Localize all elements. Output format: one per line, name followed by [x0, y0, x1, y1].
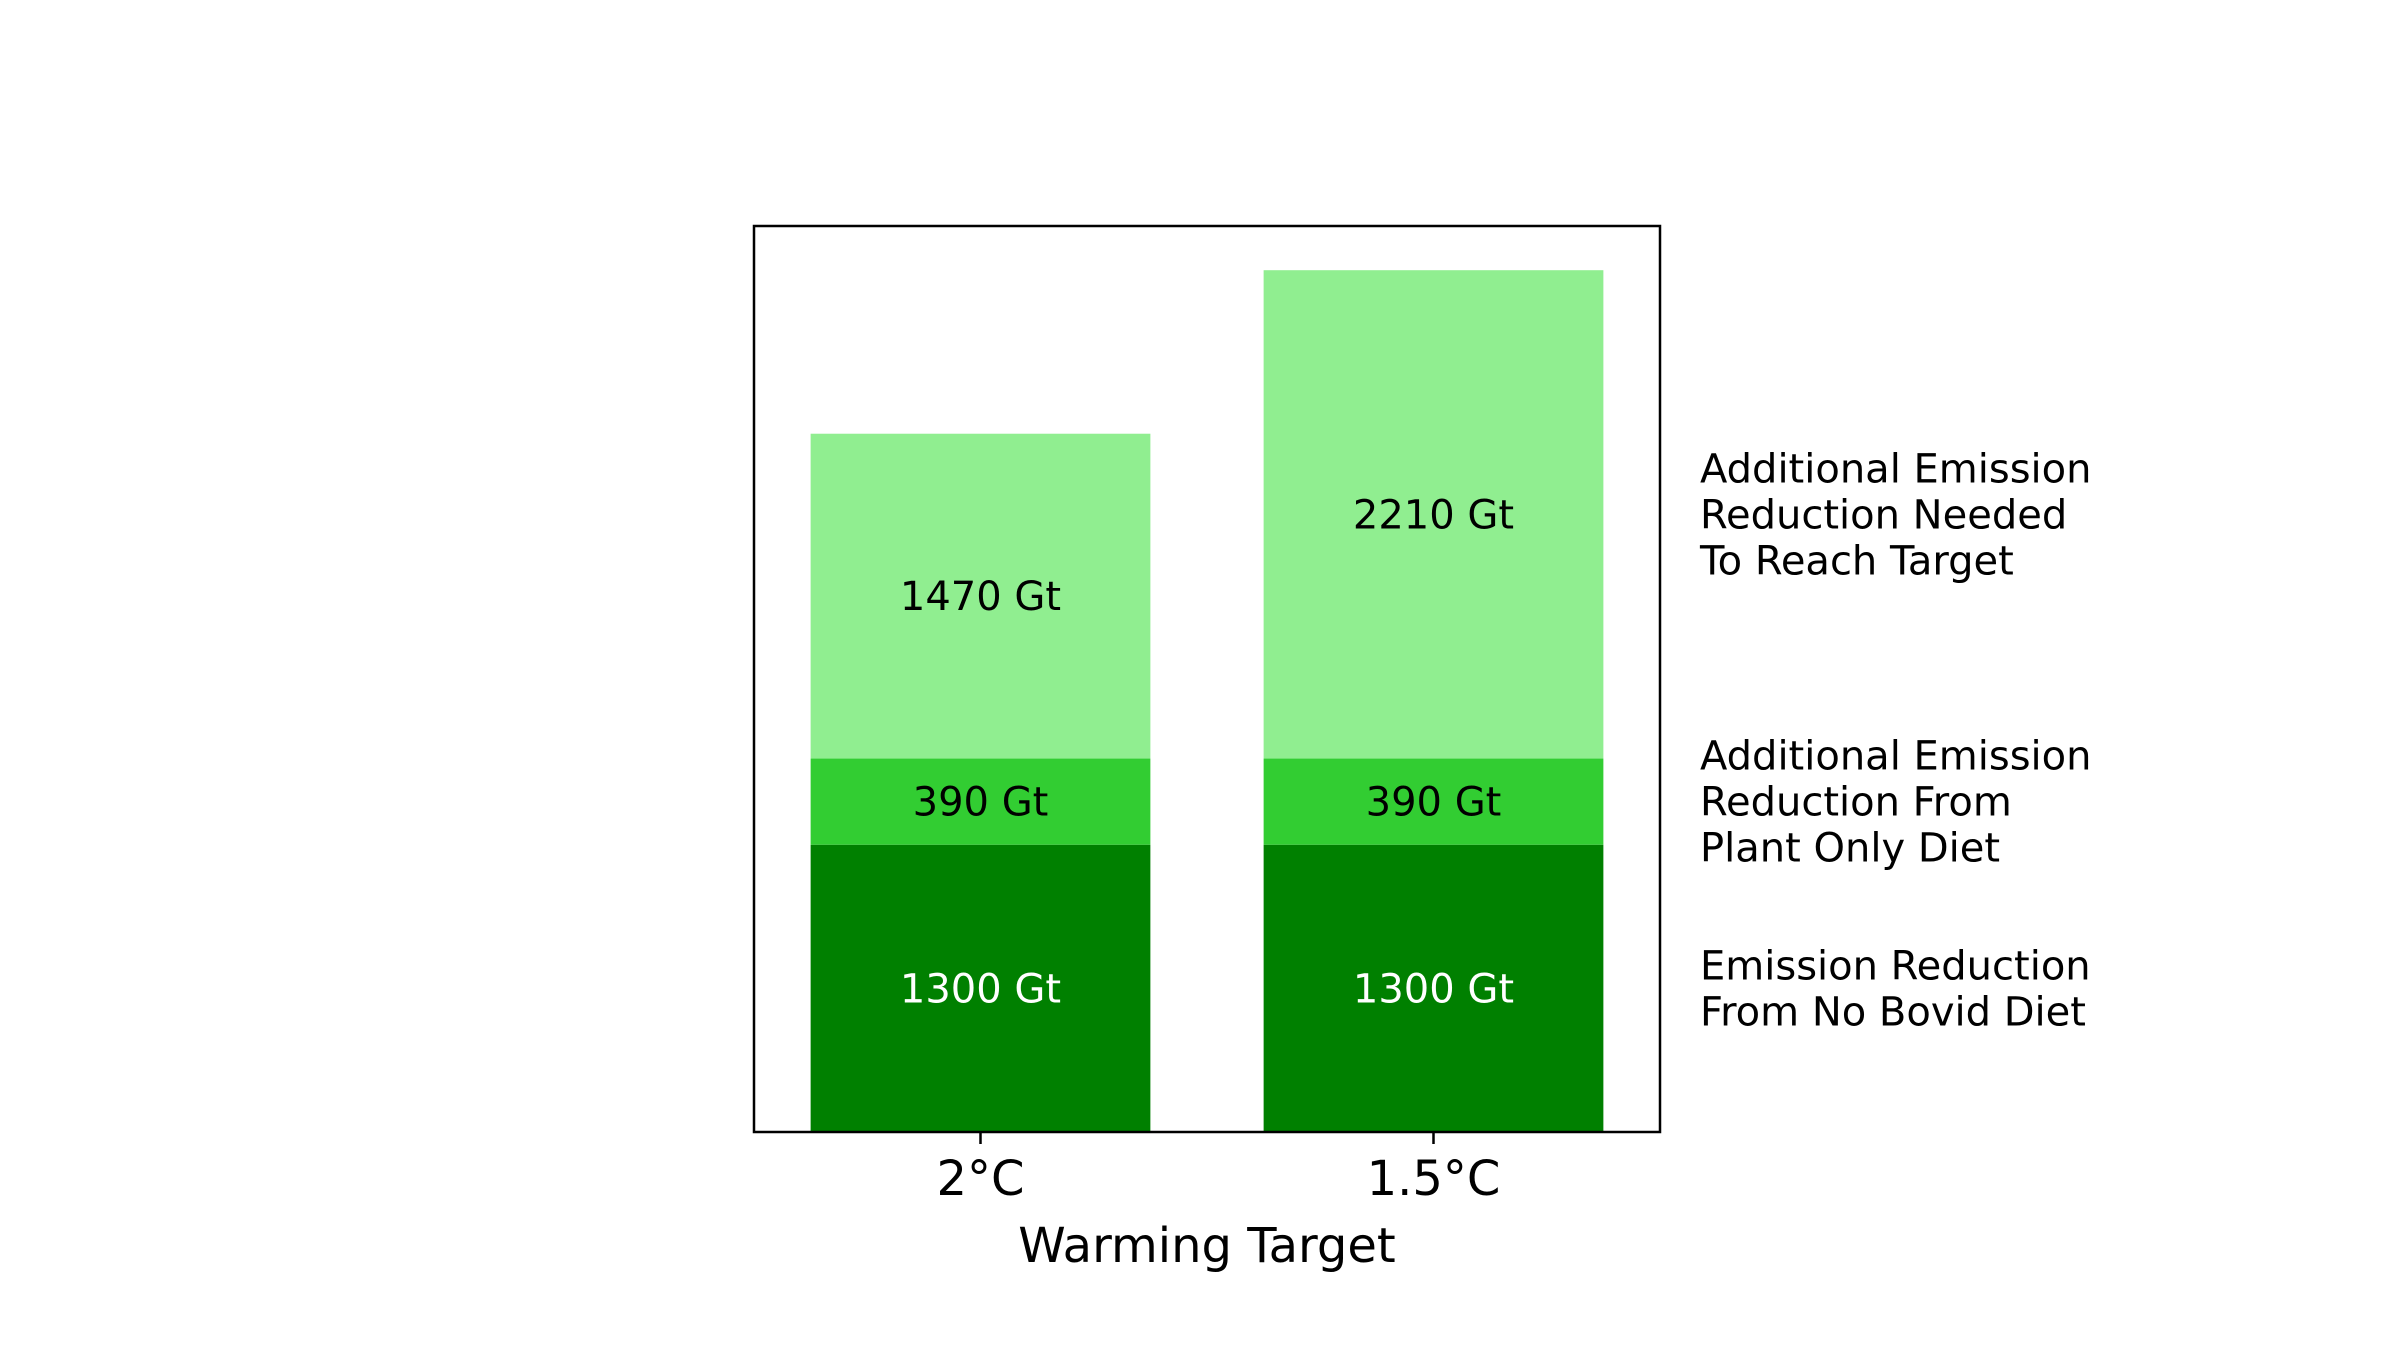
x-tick-label: 1.5°C [1367, 1151, 1501, 1207]
plot-frame [752, 224, 1662, 1134]
bar-labels-layer: 1300 Gt 1300 Gt 390 Gt 390 Gt 1470 Gt 2210 Gt [900, 492, 1514, 1012]
bar-segment [810, 758, 1151, 845]
bar-segment [1263, 844, 1604, 1132]
bar-value-label: 1300 Gt [900, 966, 1061, 1012]
legend-entry: Emission Reduction From No Bovid Diet [1700, 943, 2091, 1035]
legend-entry: Additional Emission Reduction Needed To Re… [1699, 446, 2091, 584]
bars-layer [810, 270, 1604, 1132]
bar-value-label: 390 Gt [1366, 780, 1502, 826]
legend: Emission Reduction From No Bovid Diet Addi… [1699, 446, 2091, 1035]
x-axis: 2°C 1.5°C [936, 1132, 1500, 1207]
legend-entry: Additional Emission Reduction From Plant O… [1700, 734, 2091, 872]
x-axis-label: Warming Target [1018, 1218, 1395, 1274]
bar-segment [810, 844, 1151, 1132]
bar-value-label: 1300 Gt [1353, 966, 1514, 1012]
bar-segment [1263, 270, 1604, 759]
bar-value-label: 390 Gt [913, 780, 1049, 826]
bar-value-label: 2210 Gt [1353, 492, 1514, 538]
bar-segment [1263, 758, 1604, 845]
bar-value-label: 1470 Gt [900, 574, 1061, 620]
x-tick-label: 2°C [936, 1151, 1024, 1207]
bar-segment [810, 433, 1151, 759]
